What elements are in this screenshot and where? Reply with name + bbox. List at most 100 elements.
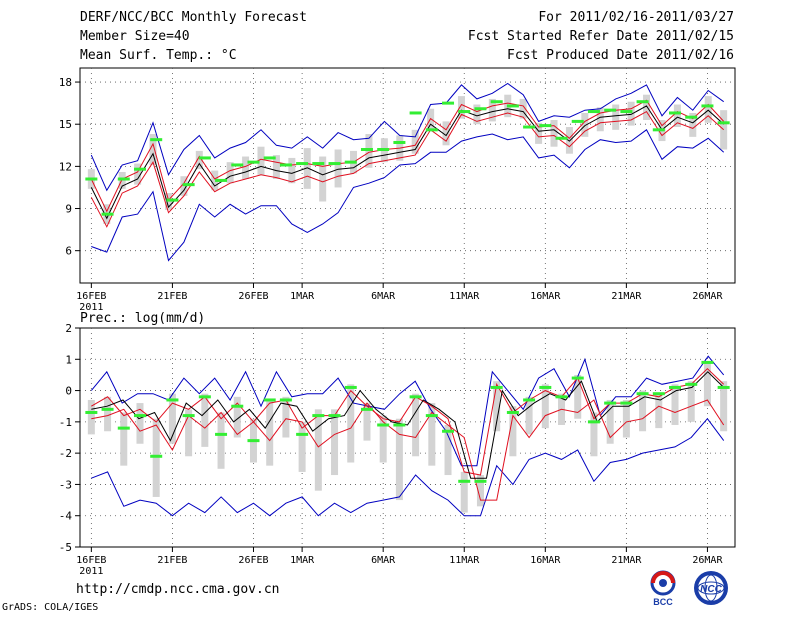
source-url[interactable]: http://cmdp.ncc.cma.gov.cn [76,582,280,597]
bcc-logo-text: BCC [653,597,673,607]
x-tick-label: 11MAR [449,555,480,566]
forecast-produced-date: Fcst Produced Date 2011/02/16 [507,48,734,63]
median-marker [523,125,536,129]
x-tick-label: 26FEB [238,291,268,302]
median-marker [198,395,211,399]
median-marker [669,111,682,115]
median-marker [442,101,455,105]
median-marker [133,167,146,171]
spread-box [460,471,468,513]
spread-box [574,374,582,419]
spread-box [319,156,327,202]
y-tick-label: -1 [59,416,72,429]
y-tick-label: 9 [65,203,72,216]
spread-box [457,96,465,119]
median-marker [182,183,195,187]
median-marker [182,414,195,418]
median-marker [150,138,163,142]
x-tick-label: 1MAR [290,555,315,566]
x-tick-label: 16FEB [76,291,106,302]
spread-box [211,170,219,191]
spread-box [673,104,681,128]
median-marker [717,121,730,125]
median-marker [620,401,633,405]
spread-box [689,112,697,137]
median-marker [587,420,600,424]
spread-box [334,149,342,188]
y-tick-label: 0 [65,385,72,398]
spread-box [687,381,695,422]
spread-box [134,163,142,185]
spread-box [266,399,274,466]
spread-box [476,475,484,507]
median-marker [620,110,633,114]
spread-box [671,384,679,425]
median-marker [604,401,617,405]
median-marker [539,385,552,389]
x-tick-label: 21MAR [611,555,642,566]
upper-spread-line [91,368,725,476]
y-tick-label: -5 [59,541,72,554]
spread-box [288,157,296,184]
median-marker [425,414,438,418]
median-marker [409,111,422,115]
spread-box [120,412,128,466]
median-marker [458,110,471,114]
spread-box [581,112,589,137]
median-marker [490,100,503,104]
median-marker [312,414,325,418]
median-marker [360,148,373,152]
x-tick-label: 16FEB [76,555,106,566]
spread-box [136,403,144,444]
member-size: Member Size=40 [80,29,190,44]
median-marker [117,426,130,430]
median-marker [701,360,714,364]
median-marker [701,104,714,108]
spread-box [509,406,517,457]
spread-box [379,415,387,463]
median-marker [571,119,584,123]
spread-box [347,384,355,463]
median-marker [279,163,292,167]
median-marker [85,177,98,181]
spread-box [704,96,712,123]
spread-box [87,399,95,435]
median-marker [474,107,487,111]
x-year-label: 2011 [79,302,103,313]
median-marker [555,136,568,140]
spread-box [612,104,620,130]
median-marker [636,100,649,104]
spread-box [442,121,450,146]
median-marker [117,177,130,181]
spread-box [282,396,290,438]
grads-credit: GrADS: COLA/IGES [2,602,99,613]
y-tick-label: -2 [59,447,72,460]
spread-box [217,412,225,469]
spread-box [535,122,543,144]
y-tick-label: 18 [59,76,72,89]
median-marker [344,385,357,389]
plot-frame-temp [79,67,736,284]
spread-box [550,119,558,147]
spread-box [152,418,160,497]
median-marker [166,198,179,202]
x-tick-label: 21MAR [611,291,642,302]
spread-box [226,162,234,184]
lower-spread-line [90,110,725,228]
median-marker [539,124,552,128]
median-marker [377,148,390,152]
median-marker [555,395,568,399]
x-tick-label: 21FEB [157,555,187,566]
ensemble-mean-line [91,371,725,479]
spread-box [590,412,598,457]
y-tick-label: 12 [59,160,72,173]
median-marker [85,410,98,414]
median-marker [636,392,649,396]
ncc-logo-text: NCC [700,584,722,595]
x-tick-label: 26MAR [692,291,723,302]
median-marker [506,410,519,414]
x-tick-label: 6MAR [371,291,396,302]
min-envelope-line [91,417,725,517]
median-marker [231,163,244,167]
spread-box [473,104,481,125]
